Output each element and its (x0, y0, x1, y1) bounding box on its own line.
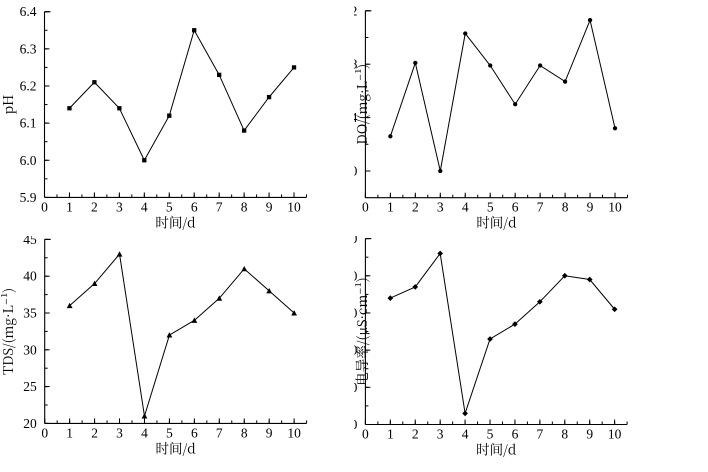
svg-text:25: 25 (23, 379, 37, 394)
svg-text:10: 10 (608, 200, 622, 215)
svg-text:0: 0 (41, 425, 48, 440)
svg-text:8: 8 (241, 425, 248, 440)
svg-text:4: 4 (141, 425, 148, 440)
svg-text:3.2: 3.2 (354, 3, 357, 18)
svg-text:9: 9 (266, 199, 273, 214)
svg-text:4: 4 (462, 427, 469, 442)
svg-text:4: 4 (462, 200, 469, 215)
svg-text:10: 10 (608, 427, 622, 442)
svg-text:7: 7 (216, 199, 223, 214)
svg-text:DO/(mg·L⁻¹): DO/(mg·L⁻¹) (354, 64, 371, 145)
svg-text:45: 45 (23, 236, 37, 247)
svg-text:6.1: 6.1 (20, 116, 37, 131)
svg-text:pH: pH (0, 95, 17, 115)
svg-text:TDS/(mg·L⁻¹): TDS/(mg·L⁻¹) (0, 288, 17, 375)
svg-text:0: 0 (362, 200, 369, 215)
svg-text:2: 2 (91, 425, 98, 440)
svg-text:7: 7 (216, 425, 223, 440)
svg-text:1: 1 (387, 427, 394, 442)
svg-text:9: 9 (586, 427, 593, 442)
svg-text:3: 3 (116, 199, 123, 214)
svg-text:40: 40 (354, 417, 358, 432)
svg-text:时间/d: 时间/d (476, 212, 517, 232)
svg-text:3: 3 (437, 427, 444, 442)
svg-text:9: 9 (266, 425, 273, 440)
svg-text:6.4: 6.4 (20, 4, 37, 19)
svg-text:2: 2 (91, 199, 98, 214)
svg-text:1: 1 (387, 200, 394, 215)
svg-text:时间/d: 时间/d (476, 439, 517, 459)
svg-text:时间/d: 时间/d (155, 211, 196, 231)
svg-text:2.0: 2.0 (354, 164, 358, 179)
svg-text:90: 90 (354, 236, 358, 246)
svg-text:3: 3 (437, 200, 444, 215)
svg-text:20: 20 (23, 416, 37, 431)
svg-text:1: 1 (66, 199, 73, 214)
svg-text:8: 8 (241, 199, 248, 214)
svg-text:2: 2 (412, 427, 419, 442)
svg-text:30: 30 (23, 342, 37, 357)
svg-text:0: 0 (41, 199, 48, 214)
svg-text:6.3: 6.3 (20, 41, 37, 56)
svg-text:7: 7 (536, 427, 543, 442)
svg-text:5.9: 5.9 (20, 190, 37, 205)
svg-text:6.2: 6.2 (20, 78, 37, 93)
svg-text:0: 0 (362, 427, 369, 442)
svg-text:10: 10 (287, 425, 301, 440)
svg-text:7: 7 (537, 200, 544, 215)
svg-text:电导率/(μS·cm⁻¹): 电导率/(μS·cm⁻¹) (354, 277, 371, 385)
svg-text:8: 8 (561, 427, 568, 442)
svg-text:9: 9 (587, 200, 594, 215)
svg-text:6.0: 6.0 (20, 153, 37, 168)
svg-text:40: 40 (23, 269, 37, 284)
svg-text:1: 1 (66, 425, 73, 440)
svg-text:4: 4 (141, 199, 148, 214)
svg-text:3: 3 (116, 425, 123, 440)
svg-text:时间/d: 时间/d (156, 437, 197, 457)
svg-text:8: 8 (562, 200, 569, 215)
svg-text:2: 2 (412, 200, 419, 215)
svg-text:10: 10 (287, 199, 301, 214)
svg-text:35: 35 (23, 306, 37, 321)
